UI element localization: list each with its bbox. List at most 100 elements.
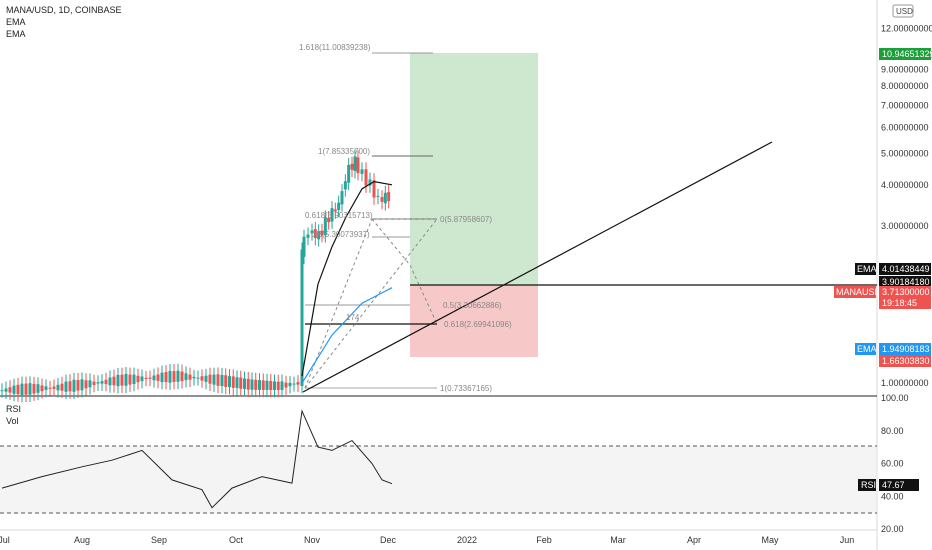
candle-body: [306, 234, 310, 238]
candle-body: [32, 383, 36, 394]
candle-body: [172, 371, 176, 382]
time-axis-tick: Mar: [610, 535, 626, 545]
candle-body: [310, 230, 314, 234]
candle-body: [235, 377, 239, 389]
candle-body: [250, 379, 254, 390]
trendline[interactable]: [302, 141, 773, 393]
candle-body: [220, 374, 224, 387]
fib-connector-down: [371, 218, 438, 325]
candle-body: [350, 163, 354, 170]
price-axis-tick: 3.00000000: [881, 221, 929, 231]
candle-body: [100, 381, 104, 384]
candle-body: [20, 383, 24, 396]
candle-body: [28, 383, 32, 395]
candle-body: [0, 390, 4, 392]
time-axis-tick: Aug: [74, 535, 90, 545]
price-tag-last-value: 3.71300000: [882, 287, 930, 297]
candle-body: [204, 375, 208, 382]
candle-body: [16, 384, 20, 395]
candle-body: [258, 380, 261, 390]
rsi-tag: [879, 479, 919, 491]
candle-body: [288, 382, 292, 387]
candle-body: [60, 383, 64, 391]
candle-body: [180, 371, 184, 382]
price-tag-ema-slow: [879, 343, 931, 355]
candle-body: [176, 370, 180, 382]
candle-body: [80, 379, 84, 391]
candle-body: [356, 157, 360, 174]
ema-slow-tag-label-box: [855, 343, 876, 355]
candle-body: [56, 384, 60, 391]
candle-body: [273, 381, 276, 390]
rsi-tag-label: RSI: [861, 480, 876, 490]
candle-body: [323, 217, 327, 236]
price-axis-tick: 8.00000000: [881, 81, 929, 91]
price-axis-tick: 9.00000000: [881, 64, 929, 74]
vol-panel-label[interactable]: Vol: [6, 416, 19, 426]
candle-body: [64, 381, 68, 392]
candle-body: [192, 376, 196, 379]
price-tag-entry: [879, 276, 931, 288]
candle-body: [254, 379, 258, 390]
candle-body: [317, 231, 321, 240]
price-tag-entry-value: 3.90184180: [882, 277, 930, 287]
price-tag-ema-slow-value: 1.94908183: [882, 344, 930, 354]
rsi-band-fill: [0, 446, 877, 513]
time-axis-tick: Dec: [380, 535, 397, 545]
price-axis-tick: 1.00000000: [881, 378, 929, 388]
candle-body: [52, 386, 56, 389]
candle-body: [212, 374, 216, 385]
time-axis-tick: Nov: [304, 535, 321, 545]
candle-body: [196, 377, 200, 379]
fib-label-05-right: 0.5(3.30662886): [443, 301, 502, 310]
indicator-label-ema-2[interactable]: EMA: [6, 29, 26, 39]
candle-body: [300, 249, 304, 387]
rsi-tag-value: 47.67: [882, 480, 905, 490]
time-axis-tick: Oct: [229, 535, 244, 545]
rsi-panel-label[interactable]: RSI: [6, 404, 21, 414]
price-tag-target-value: 10.94651329: [882, 49, 932, 59]
candle-body: [372, 180, 376, 198]
rsi-line: [1, 409, 393, 509]
candle-body: [340, 191, 344, 205]
candle-body: [132, 374, 136, 384]
candle-body: [224, 375, 228, 387]
candle-body: [376, 195, 380, 197]
candle-body: [140, 376, 144, 382]
position-profit-zone[interactable]: [410, 53, 538, 285]
candle-body: [330, 208, 334, 222]
symbol-title[interactable]: MANA/USD, 1D, COINBASE: [6, 5, 122, 15]
rsi-axis-tick: 60.00: [881, 459, 904, 469]
candle-body: [160, 372, 164, 383]
position-loss-zone[interactable]: [410, 285, 538, 357]
rsi-axis-tick: 20.00: [881, 524, 904, 534]
candle-body: [313, 229, 317, 239]
candle-body: [231, 376, 235, 388]
price-tag-target: [879, 48, 931, 60]
symbol-tag-label: MANAUSD: [836, 287, 882, 297]
ema-tag-label: EMA: [857, 264, 877, 274]
price-tag-stop: [879, 355, 931, 367]
candle-body: [261, 380, 265, 390]
candle-body: [320, 230, 324, 235]
ema-tag-label-box: [855, 263, 876, 275]
price-tag-stop-value: 1.66303830: [882, 356, 930, 366]
candle-body: [36, 384, 40, 393]
indicator-label-ema-1[interactable]: EMA: [6, 17, 26, 27]
price-axis-tick: 12.00000000: [881, 23, 932, 33]
candle-body: [84, 380, 88, 389]
candle-body: [124, 373, 128, 386]
candle-body: [164, 372, 168, 383]
fib-label-partial: 174: [346, 313, 360, 322]
candle-body: [327, 217, 331, 223]
currency-box[interactable]: [892, 4, 914, 18]
rsi-axis-tick: 100.00: [881, 393, 909, 403]
price-series-group: [0, 149, 393, 403]
candle-body: [280, 381, 284, 390]
candle-body: [347, 164, 351, 183]
rsi-series-group: [1, 409, 393, 509]
candle-body: [368, 179, 372, 186]
candle-body: [144, 377, 148, 380]
candle-body: [88, 380, 92, 388]
fib-label-05: 0.5(5.30073937): [311, 230, 370, 239]
